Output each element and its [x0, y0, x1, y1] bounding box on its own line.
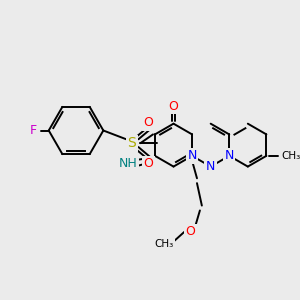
Text: S: S	[127, 136, 136, 150]
Text: N: N	[225, 149, 234, 162]
Text: F: F	[30, 124, 37, 137]
Text: O: O	[185, 225, 195, 239]
Text: N: N	[206, 160, 215, 173]
Text: CH₃: CH₃	[154, 238, 173, 249]
Text: O: O	[143, 157, 153, 170]
Text: O: O	[143, 116, 153, 129]
Text: CH₃: CH₃	[281, 151, 300, 161]
Text: N: N	[188, 149, 197, 162]
Text: O: O	[169, 100, 178, 112]
Text: NH: NH	[118, 157, 137, 170]
